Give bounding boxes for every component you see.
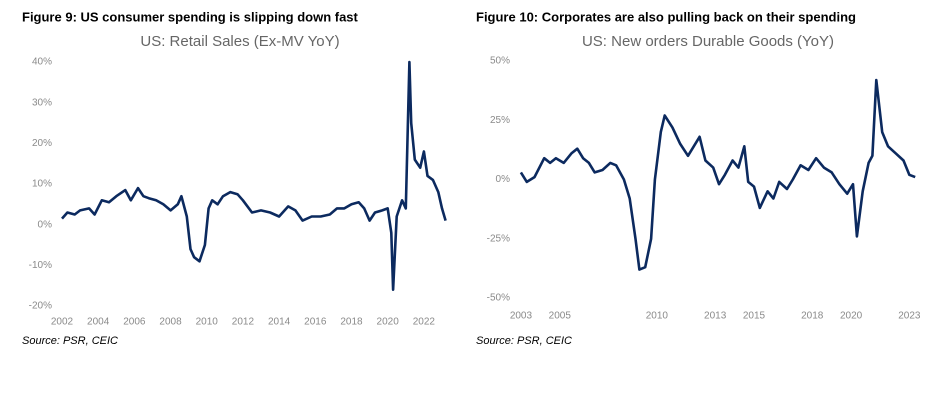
y-tick-label: 20% bbox=[32, 138, 52, 149]
x-tick-label: 2013 bbox=[704, 311, 727, 322]
chart-subtitle: US: Retail Sales (Ex-MV YoY) bbox=[140, 33, 339, 50]
source-note: Source: PSR, CEIC bbox=[476, 335, 572, 347]
x-tick-label: 2020 bbox=[840, 311, 863, 322]
data-line bbox=[519, 78, 916, 271]
x-tick-label: 2010 bbox=[196, 317, 219, 328]
x-tick-label: 2006 bbox=[123, 317, 146, 328]
x-tick-label: 2018 bbox=[340, 317, 363, 328]
y-tick-label: 50% bbox=[490, 56, 510, 67]
y-tick-label: -10% bbox=[29, 260, 52, 271]
y-tick-label: -25% bbox=[487, 233, 510, 244]
x-tick-label: 2010 bbox=[646, 311, 669, 322]
x-tick-label: 2022 bbox=[413, 317, 436, 328]
x-tick-label: 2015 bbox=[743, 311, 766, 322]
x-tick-label: 2018 bbox=[801, 311, 824, 322]
x-tick-label: 2020 bbox=[377, 317, 400, 328]
x-tick-label: 2023 bbox=[898, 311, 921, 322]
x-tick-label: 2004 bbox=[87, 317, 110, 328]
x-tick-label: 2012 bbox=[232, 317, 255, 328]
y-tick-label: 10% bbox=[32, 179, 52, 190]
y-tick-label: 0% bbox=[496, 174, 511, 185]
x-tick-label: 2005 bbox=[549, 311, 572, 322]
x-tick-label: 2016 bbox=[304, 317, 327, 328]
y-tick-label: -50% bbox=[487, 293, 510, 304]
figure-title: Figure 10: Corporates are also pulling b… bbox=[476, 9, 856, 24]
x-tick-label: 2003 bbox=[510, 311, 533, 322]
y-tick-label: 40% bbox=[32, 57, 52, 68]
figure-title: Figure 9: US consumer spending is slippi… bbox=[22, 9, 359, 24]
source-note: Source: PSR, CEIC bbox=[22, 335, 118, 347]
y-tick-label: 30% bbox=[32, 97, 52, 108]
x-tick-label: 2008 bbox=[159, 317, 182, 328]
y-tick-label: 25% bbox=[490, 115, 510, 126]
y-tick-label: -20% bbox=[29, 301, 52, 312]
x-tick-label: 2014 bbox=[268, 317, 291, 328]
x-tick-label: 2002 bbox=[51, 317, 74, 328]
data-line bbox=[61, 60, 447, 291]
y-tick-label: 0% bbox=[38, 219, 53, 230]
chart-subtitle: US: New orders Durable Goods (YoY) bbox=[582, 33, 834, 50]
